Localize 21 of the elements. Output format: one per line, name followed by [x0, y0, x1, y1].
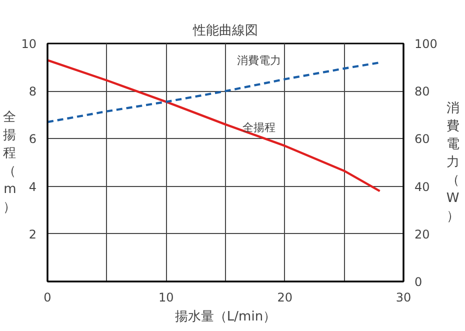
y-tick-label: 2 [28, 227, 37, 242]
chart-title: 性能曲線図 [192, 24, 258, 38]
y-tick-label: 6 [28, 132, 37, 146]
x-tick-label: 10 [158, 290, 174, 304]
series-label: 消費電力 [236, 54, 281, 68]
y-tick-label: 8 [28, 84, 37, 99]
y2-tick-label: 20 [414, 227, 430, 242]
y2-tick-label: 80 [414, 84, 430, 99]
y2-tick-label: 100 [414, 37, 438, 51]
series-label: 全揚程 [242, 120, 276, 134]
x-axis-title: 揚水量（L/min） [174, 310, 276, 324]
y-tick-label: 4 [28, 180, 37, 194]
x-tick-label: 0 [44, 290, 52, 304]
y2-axis-title: 消費電力（W） [446, 101, 460, 224]
y-tick-label: 10 [21, 37, 37, 51]
y2-tick-label: 0 [414, 275, 422, 289]
y-axis-title: 全揚程（m） [3, 110, 16, 215]
x-tick-label: 30 [396, 290, 412, 304]
y2-tick-label: 40 [414, 180, 430, 194]
x-tick-label: 20 [277, 290, 292, 304]
y2-tick-label: 60 [414, 132, 430, 146]
